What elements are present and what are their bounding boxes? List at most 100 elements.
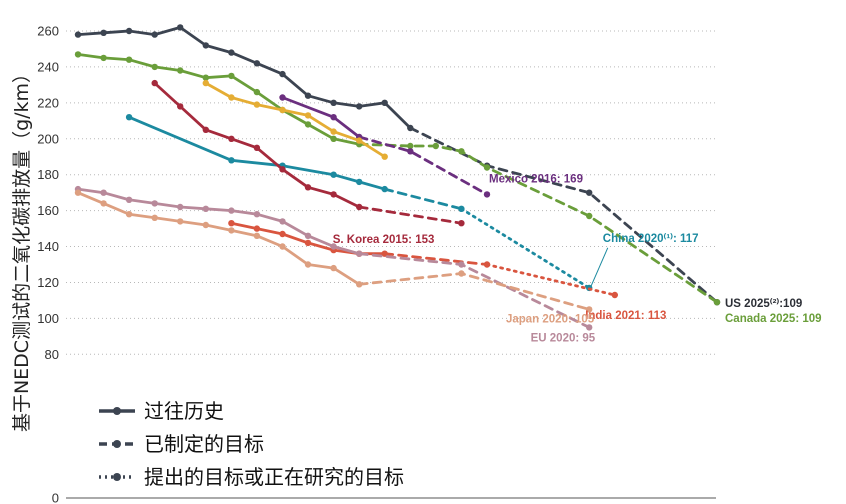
y-tick-label: 160: [37, 203, 59, 218]
s-korea-history-point: [202, 126, 209, 133]
japan-history-point: [228, 227, 235, 234]
australia-history-point: [253, 101, 261, 108]
canada-target-point: [713, 299, 721, 306]
china-annotation: China 2020⁽¹⁾: 117: [603, 232, 699, 245]
s-korea-history-point: [330, 191, 337, 198]
china-history-point: [381, 185, 388, 193]
eu-history-point: [279, 218, 286, 225]
canada-history-point: [151, 63, 158, 71]
y-tick-label: 180: [37, 167, 59, 182]
y-axis-label: 基于NEDC测试的二氧化碳排放量（g/km）: [11, 64, 33, 432]
china-history-point: [330, 171, 337, 178]
us-enacted-line: [408, 126, 719, 304]
eu-history-point: [356, 250, 363, 257]
australia-history-point: [202, 79, 209, 87]
y-tick-label: 0: [52, 491, 59, 504]
mexico-annotation: Mexico 2016: 169: [489, 173, 583, 185]
canada-history-point: [74, 51, 82, 58]
eu-annotation: EU 2020: 95: [531, 332, 596, 344]
mexico-target-point: [407, 148, 414, 155]
s-korea-history-point: [304, 184, 312, 191]
australia-history-point: [381, 153, 388, 160]
china-enacted-line: [383, 187, 463, 211]
japan-target-point: [586, 306, 593, 313]
china-target-point: [458, 205, 465, 212]
y-tick-label: 140: [37, 239, 59, 254]
s-korea-history-point: [279, 166, 286, 173]
y-tick-label: 220: [37, 95, 59, 110]
china-annotation-leader: [590, 247, 609, 287]
eu-history-point: [304, 232, 312, 239]
us-history-line: [76, 26, 412, 130]
legend-item-enacted: 已制定的目标: [99, 432, 264, 456]
japan-history-point: [177, 218, 184, 225]
india-proposed-line: [485, 263, 617, 297]
india-history-point: [381, 250, 388, 257]
japan-enacted-line: [357, 272, 591, 311]
japan-history-point: [202, 221, 209, 229]
canada-history-point: [304, 121, 312, 128]
us-annotation: US 2025⁽²⁾:109: [725, 297, 802, 310]
us-history-point: [279, 70, 286, 78]
eu-history-point: [330, 243, 337, 250]
eu-history-point: [202, 205, 209, 212]
us-history-point: [253, 60, 261, 67]
china-proposed-line: [460, 207, 591, 290]
canada-target-point: [432, 142, 439, 150]
japan-history-point: [151, 214, 158, 221]
legend: 过往历史 已制定的目标 提出的目标或正在研究的目标: [99, 399, 404, 489]
australia-history-point: [228, 94, 235, 101]
india-enacted-line: [383, 252, 489, 266]
australia-history-point: [330, 128, 337, 135]
annotations: US 2025⁽²⁾:109 Canada 2025: 109 Mexico 201…: [333, 173, 822, 344]
legend-item-history: 过往历史: [99, 399, 224, 423]
canada-annotation: Canada 2025: 109: [725, 313, 822, 325]
y-axis: 0 80 100 120 140 160 180 200 220 240 260: [37, 24, 59, 504]
y-tick-label: 80: [45, 347, 59, 362]
y-tick-label: 260: [37, 24, 59, 39]
s-korea-annotation: S. Korea 2015: 153: [333, 234, 435, 246]
us-history-point: [381, 99, 388, 107]
india-history-point: [228, 220, 235, 227]
china-history-point: [356, 178, 363, 186]
us-history-point: [177, 24, 184, 31]
legend-marker-history: [113, 407, 121, 415]
us-history-point: [330, 99, 337, 107]
y-tick-label: 200: [37, 131, 59, 146]
canada-history-point: [228, 72, 235, 80]
grid-lines: [66, 30, 716, 499]
india-history-point: [279, 230, 286, 238]
us-history-point: [304, 92, 312, 99]
mexico-enacted-line: [357, 135, 489, 196]
japan-history-point: [100, 200, 107, 207]
canada-history-point: [177, 67, 184, 74]
legend-marker-enacted: [113, 440, 121, 448]
y-tick-label: 120: [37, 275, 59, 290]
legend-marker-proposed: [113, 473, 121, 481]
japan-history-point: [74, 189, 82, 196]
us-history-point: [125, 27, 133, 35]
india-target-point: [611, 291, 618, 299]
legend-label-enacted: 已制定的目标: [144, 432, 264, 456]
mexico-target-point: [483, 191, 491, 198]
us-target-point: [586, 189, 593, 196]
y-tick-label: 240: [37, 59, 59, 74]
india-target-point: [483, 261, 491, 268]
japan-history-point: [330, 264, 337, 272]
s-korea-history-point: [228, 135, 235, 142]
australia-history-point: [356, 137, 363, 144]
eu-history-point: [100, 189, 107, 196]
japan-history-point: [253, 232, 261, 239]
eu-history-point: [253, 211, 261, 218]
canada-target-point: [458, 148, 465, 155]
legend-item-proposed: 提出的目标或正在研究的目标: [99, 465, 404, 489]
canada-history-point: [202, 74, 209, 81]
india-annotation: India 2021: 113: [585, 310, 666, 322]
canada-target-point: [586, 212, 593, 220]
eu-history-line: [76, 187, 361, 256]
india-history-point: [304, 239, 312, 247]
australia-history-point: [279, 106, 286, 114]
y-tick-label: 100: [37, 311, 59, 326]
mexico-history-point: [330, 114, 337, 121]
